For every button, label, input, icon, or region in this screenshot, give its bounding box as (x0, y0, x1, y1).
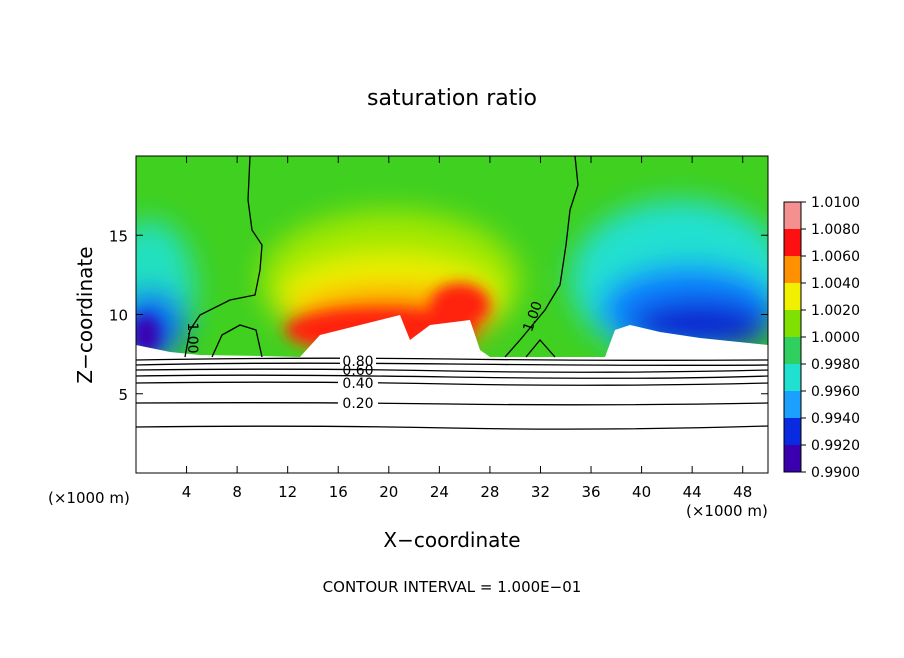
colorbar-tick-label: 1.0020 (811, 303, 860, 319)
colorbar-tick-label: 0.9980 (811, 357, 860, 373)
colorbar-tick-label: 1.0040 (811, 276, 860, 292)
colorbar-band (784, 418, 801, 445)
colorbar-tick-label: 0.9960 (811, 384, 860, 400)
x-unit-label: (×1000 m) (48, 489, 130, 507)
x-tick-label: 36 (581, 483, 600, 501)
x-tick-label: 12 (278, 483, 297, 501)
contour-label: 0.40 (342, 376, 373, 392)
colorbar-tick-label: 1.0100 (811, 195, 860, 211)
colorbar-band (784, 445, 801, 472)
x-tick-label: 24 (430, 483, 449, 501)
x-tick-label: 32 (531, 483, 550, 501)
x-tick-label: 28 (480, 483, 499, 501)
colorbar-band (784, 391, 801, 418)
colorbar-tick-label: 0.9900 (811, 465, 860, 481)
x-tick-label: 16 (329, 483, 348, 501)
y-axis-label: Z−coordinate (73, 246, 97, 383)
contour-label: 1.00 (184, 322, 200, 353)
y-tick-label: 5 (118, 386, 128, 404)
colorbar-tick-label: 1.0060 (811, 249, 860, 265)
colorbar-tick-label: 1.0000 (811, 330, 860, 346)
chart-title: saturation ratio (367, 86, 537, 111)
x-tick-label: 48 (733, 483, 752, 501)
y-tick-label: 10 (109, 307, 128, 325)
colorbar-band (784, 229, 801, 256)
field: 1.00 1.00 0.80 0.60 0.40 0.20 (136, 156, 768, 473)
colorbar-band (784, 256, 801, 283)
y-tick-label: 15 (109, 227, 128, 245)
colorbar-band (784, 283, 801, 310)
colorbar-tick-label: 0.9940 (811, 411, 860, 427)
x-tick-label: 20 (379, 483, 398, 501)
colorbar-tick-label: 1.0080 (811, 222, 860, 238)
x-axis-label: X−coordinate (383, 528, 520, 552)
x-tick-label: 40 (632, 483, 651, 501)
colorbar-band (784, 202, 801, 229)
footer: CONTOUR INTERVAL = 1.000E−01 (323, 578, 582, 596)
x-tick-label: 44 (683, 483, 702, 501)
colorbar-band (784, 364, 801, 391)
x-tick-label: 4 (182, 483, 192, 501)
colorbar-band (784, 310, 801, 337)
contour-label: 0.80 (342, 354, 373, 370)
contour-label: 0.60 (342, 363, 373, 379)
x-tick-label: 8 (232, 483, 242, 501)
colorbar-tick-label: 0.9920 (811, 438, 860, 454)
colorbar-band (784, 337, 801, 364)
x-unit-label: (×1000 m) (686, 502, 768, 520)
contour-label: 0.20 (342, 396, 373, 412)
